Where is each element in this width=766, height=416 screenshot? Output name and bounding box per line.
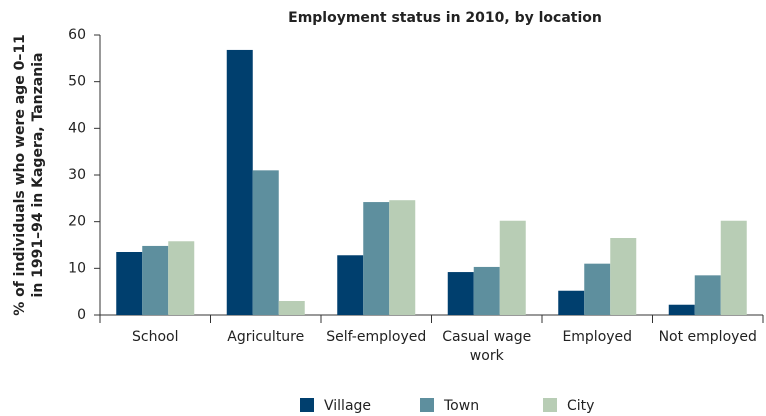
bar: [252, 170, 279, 315]
bar: [116, 252, 143, 315]
y-axis-label: % of individuals who were age 0–11: [12, 34, 28, 316]
bar: [447, 272, 474, 315]
legend-label: City: [567, 398, 594, 414]
bar: [278, 301, 305, 315]
bar: [226, 49, 253, 315]
legend-label: Town: [443, 398, 479, 414]
bar: [720, 220, 747, 315]
bar: [389, 200, 416, 315]
x-tick-label: Self-employed: [326, 329, 427, 345]
chart-title: Employment status in 2010, by location: [288, 10, 602, 26]
bar: [363, 202, 390, 315]
x-tick-label: Employed: [562, 329, 633, 345]
x-tick-label: Casual wage work: [442, 329, 532, 364]
y-tick-label: 0: [77, 307, 86, 323]
bar: [337, 255, 364, 315]
y-tick-label: 50: [68, 74, 86, 90]
x-tick-label: Not employed: [658, 329, 757, 345]
y-tick-label: 10: [68, 260, 86, 276]
bar: [584, 263, 611, 315]
bar: [694, 275, 721, 315]
legend-swatch: [300, 398, 314, 412]
bar: [668, 304, 695, 315]
y-axis-label: in 1991–94 in Kagera, Tanzania: [30, 53, 46, 298]
bar: [142, 245, 169, 315]
bar: [168, 241, 195, 315]
x-tick-label: Agriculture: [227, 329, 305, 345]
legend-swatch: [420, 398, 434, 412]
x-tick-label: School: [132, 329, 179, 345]
bar: [610, 238, 637, 315]
bar: [473, 266, 500, 315]
bar: [558, 290, 585, 315]
y-tick-label: 30: [68, 167, 86, 183]
y-tick-label: 20: [68, 214, 86, 230]
legend-swatch: [543, 398, 557, 412]
legend-label: Village: [324, 398, 371, 414]
bar: [499, 220, 526, 315]
y-tick-label: 60: [68, 27, 86, 43]
y-tick-label: 40: [68, 120, 86, 136]
